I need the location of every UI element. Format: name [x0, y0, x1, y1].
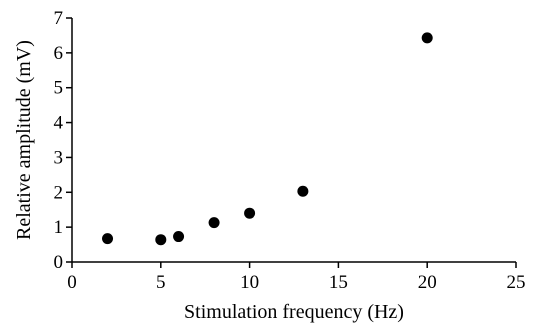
y-tick-label: 5	[54, 78, 64, 99]
x-ticks: 0 5 10 15 20 25	[67, 262, 526, 293]
x-tick-label: 25	[507, 272, 526, 293]
x-axis-label: Stimulation frequency (Hz)	[184, 301, 404, 323]
y-ticks: 0 1 2 3 4 5 6 7	[54, 8, 72, 273]
y-axis-label: Relative amplitude (mV)	[13, 40, 35, 240]
data-point	[297, 185, 309, 197]
y-tick-label: 7	[54, 8, 64, 29]
data-point	[155, 234, 167, 246]
y-tick-label: 0	[54, 252, 64, 273]
axes	[71, 18, 516, 263]
y-tick-label: 4	[54, 113, 64, 134]
data-point	[173, 231, 185, 243]
data-point	[102, 233, 114, 245]
data-points	[102, 32, 433, 246]
y-tick-label: 3	[54, 147, 64, 168]
x-tick-label: 0	[67, 272, 77, 293]
x-tick-label: 20	[418, 272, 437, 293]
y-tick-label: 2	[54, 182, 64, 203]
x-tick-label: 10	[240, 272, 259, 293]
x-tick-label: 15	[329, 272, 348, 293]
data-point	[208, 217, 220, 229]
y-tick-label: 6	[54, 43, 64, 64]
data-point	[421, 32, 433, 44]
y-tick-label: 1	[54, 217, 64, 238]
x-tick-label: 5	[156, 272, 166, 293]
data-point	[244, 207, 256, 219]
